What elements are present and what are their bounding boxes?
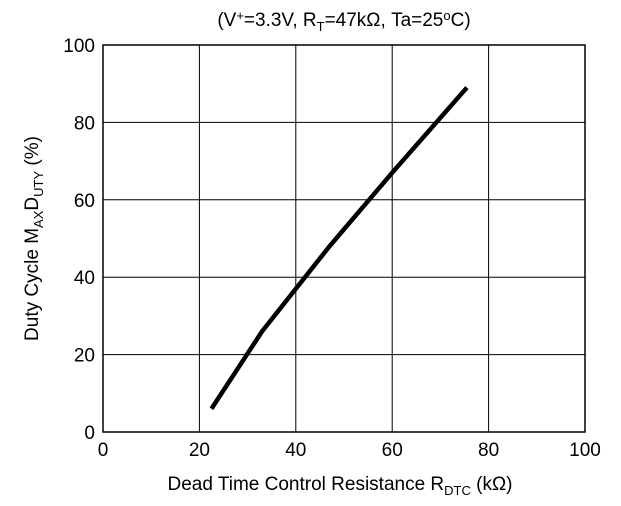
x-tick-label: 80 [478, 440, 499, 461]
x-axis-label-part: Dead Time Control Resistance R [167, 474, 444, 495]
x-tick-label: 40 [285, 440, 306, 461]
data-line [209, 86, 469, 411]
y-tick-label: 20 [74, 346, 95, 367]
y-tick-label: 40 [74, 268, 95, 289]
y-tick-label: 80 [74, 113, 95, 134]
y-tick-label: 0 [84, 423, 95, 444]
chart-title-part: (V [217, 10, 236, 31]
x-tick-label: 20 [189, 440, 210, 461]
chart-title-part: =3.3V, R [244, 10, 317, 31]
x-axis-label-part: DTC [444, 483, 471, 498]
plot-frame [102, 44, 586, 433]
y-axis-label-part: UTY [31, 171, 46, 197]
x-axis-label: Dead Time Control Resistance RDTC (kΩ) [167, 474, 512, 498]
chart-title-part: T [317, 19, 325, 34]
y-axis-label-part: Duty Cycle M [22, 228, 43, 341]
y-axis-label-part: (%) [22, 136, 43, 171]
chart-title-part: C) [451, 10, 471, 31]
x-axis-label-part: (kΩ) [471, 474, 513, 495]
y-axis-label-part: AX [31, 210, 46, 228]
chart-title-part: =47kΩ, Ta=25 [325, 10, 444, 31]
x-tick-label: 60 [382, 440, 403, 461]
chart-title-part: + [236, 8, 244, 23]
y-axis-label-part: D [22, 197, 43, 211]
x-tick-label: 0 [98, 440, 109, 461]
x-tick-label: 100 [569, 440, 601, 461]
y-axis-label: Duty Cycle MAXDUTY (%) [22, 136, 46, 341]
y-tick-label: 60 [74, 191, 95, 212]
chart-title-part: o [443, 8, 450, 23]
chart-title: (V+=3.3V, RT=47kΩ, Ta=25oC) [217, 8, 470, 33]
y-tick-label: 100 [63, 36, 95, 57]
